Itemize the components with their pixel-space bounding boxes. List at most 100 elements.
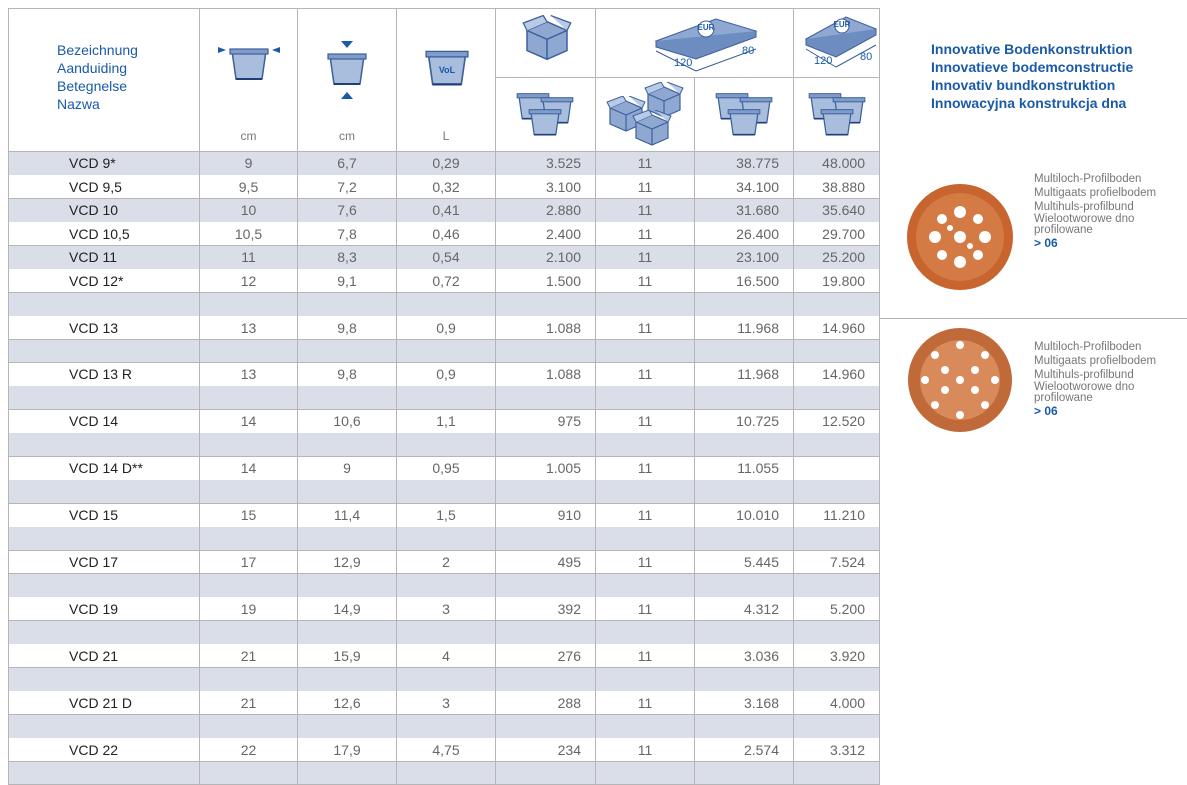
diameter <box>200 762 298 785</box>
diameter: 9 <box>200 152 298 176</box>
pots-per-pallet: 11.968 <box>695 316 794 340</box>
diameter: 14 <box>200 457 298 481</box>
pots-per-pallet-max <box>794 574 880 598</box>
pots-per-pallet: 16.500 <box>695 269 794 293</box>
product-name: VCD 13 R <box>8 363 200 387</box>
diameter: 15 <box>200 504 298 528</box>
height <box>298 574 397 598</box>
pots-per-pallet <box>695 480 794 504</box>
pots-per-pallet: 31.680 <box>695 199 794 223</box>
pots-per-pallet: 10.010 <box>695 504 794 528</box>
feature-line: Multihuls-profilbund <box>1034 200 1174 214</box>
pots-per-pallet-max: 4.000 <box>794 691 880 715</box>
page-link[interactable]: > 06 <box>1034 236 1174 250</box>
product-name: VCD 22 <box>8 738 200 762</box>
boxes-per-layer: 11 <box>596 269 695 293</box>
bottom-image <box>905 325 1015 435</box>
height: 9,8 <box>298 363 397 387</box>
pots-per-pallet <box>695 340 794 364</box>
boxes-per-layer: 11 <box>596 152 695 176</box>
diameter: 17 <box>200 551 298 575</box>
pots-per-pallet-max: 14.960 <box>794 363 880 387</box>
feature-title-line: Innovativ bundkonstruktion <box>931 76 1133 94</box>
pots-per-box: 495 <box>496 551 596 575</box>
volume: 1,1 <box>397 410 496 434</box>
diameter: 13 <box>200 363 298 387</box>
boxes-per-layer <box>596 668 695 692</box>
pots-per-box: 2.100 <box>496 246 596 270</box>
unit: cm <box>200 129 297 143</box>
boxes-per-layer: 11 <box>596 597 695 621</box>
unit: cm <box>298 129 396 143</box>
pots-per-pallet: 11.055 <box>695 457 794 481</box>
product-name: VCD 17 <box>8 551 200 575</box>
pots-per-pallet: 38.775 <box>695 152 794 176</box>
diameter: 19 <box>200 597 298 621</box>
pots-per-pallet-max <box>794 480 880 504</box>
pots-per-pallet-max <box>794 340 880 364</box>
pots-per-box: 910 <box>496 504 596 528</box>
product-name: VCD 13 <box>8 316 200 340</box>
product-name <box>8 668 200 692</box>
boxes-per-layer <box>596 386 695 410</box>
section-divider <box>880 318 1187 319</box>
boxes-header <box>596 78 695 152</box>
boxes-per-layer: 11 <box>596 551 695 575</box>
pots-per-pallet-max <box>794 527 880 551</box>
feature-line: Multiloch-Profilboden <box>1034 172 1174 186</box>
pallet-brand: EUR <box>832 20 852 29</box>
pots-per-box <box>496 668 596 692</box>
diameter: 10 <box>200 199 298 223</box>
name-label: Nazwa <box>57 95 199 113</box>
height-header: cm <box>298 8 397 152</box>
pots-per-box <box>496 762 596 785</box>
pots-per-box: 1.088 <box>496 363 596 387</box>
volume <box>397 433 496 457</box>
pots-per-pallet: 34.100 <box>695 175 794 199</box>
pots-per-box: 3.100 <box>496 175 596 199</box>
product-name <box>8 293 200 317</box>
height <box>298 715 397 739</box>
pots-per-pallet-max: 7.524 <box>794 551 880 575</box>
pots-per-pallet-max <box>794 386 880 410</box>
boxes-per-layer: 11 <box>596 738 695 762</box>
volume: 0,72 <box>397 269 496 293</box>
diameter: 11 <box>200 246 298 270</box>
boxes-per-layer: 11 <box>596 457 695 481</box>
feature-line: Wielootworowe dno profilowane <box>1034 214 1174 236</box>
volume <box>397 621 496 645</box>
volume: 4 <box>397 644 496 668</box>
height: 10,6 <box>298 410 397 434</box>
pots-per-pallet <box>695 293 794 317</box>
product-name <box>8 480 200 504</box>
pots-per-pallet <box>695 762 794 785</box>
product-name <box>8 621 200 645</box>
volume-header: VoL L <box>397 8 496 152</box>
volume <box>397 340 496 364</box>
product-name: VCD 14 <box>8 410 200 434</box>
name-label: Bezeichnung <box>57 41 199 59</box>
boxes-per-layer: 11 <box>596 691 695 715</box>
pallet-width: 80 <box>742 45 754 57</box>
height: 12,9 <box>298 551 397 575</box>
pots-per-pallet-max: 3.920 <box>794 644 880 668</box>
pots-per-box <box>496 340 596 364</box>
diameter <box>200 668 298 692</box>
boxes-per-layer <box>596 480 695 504</box>
page-link[interactable]: > 06 <box>1034 404 1174 418</box>
pots-per-pallet-max: 3.312 <box>794 738 880 762</box>
height: 17,9 <box>298 738 397 762</box>
pots-per-box-header <box>496 78 596 152</box>
pots-per-box: 276 <box>496 644 596 668</box>
pots-per-pallet: 23.100 <box>695 246 794 270</box>
product-name: VCD 21 D <box>8 691 200 715</box>
pots-per-box <box>496 433 596 457</box>
unit: L <box>397 129 495 143</box>
pots-per-pallet <box>695 574 794 598</box>
height: 14,9 <box>298 597 397 621</box>
box-icon <box>522 15 572 61</box>
height-icon <box>324 39 370 101</box>
pots-per-pallet-max: 38.880 <box>794 175 880 199</box>
pots-per-box <box>496 621 596 645</box>
diameter: 22 <box>200 738 298 762</box>
